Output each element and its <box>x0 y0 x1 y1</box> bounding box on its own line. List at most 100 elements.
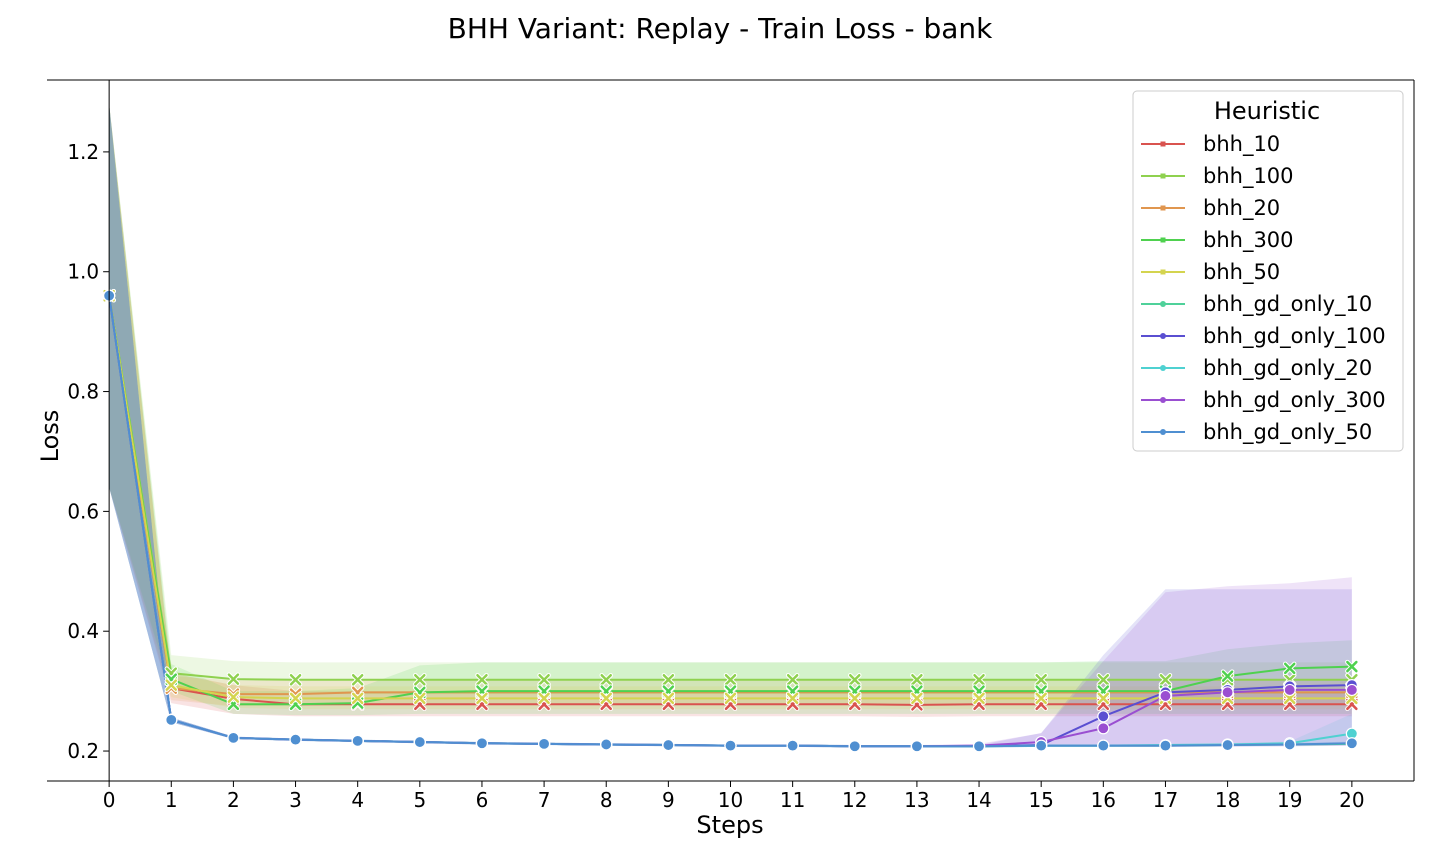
x-tick-label: 9 <box>662 788 675 812</box>
point-bhh_50-1 <box>164 678 179 692</box>
legend-swatch-marker <box>1160 269 1166 275</box>
x-tick-label: 2 <box>227 788 240 812</box>
point-bhh_300-19 <box>1282 661 1297 676</box>
point-bhh_100-17 <box>1158 672 1173 687</box>
point-mark <box>1035 673 1047 686</box>
x-tick-label: 12 <box>842 788 867 812</box>
point-mark <box>786 692 799 705</box>
point-bhh_100-9 <box>661 672 676 687</box>
legend-swatch-marker <box>1160 397 1166 403</box>
point-bhh_50-20 <box>1345 691 1359 706</box>
point-mark <box>1283 662 1296 675</box>
legend-item-bhh_300: bhh_300 <box>1141 228 1294 253</box>
x-tick-label: 4 <box>351 788 364 812</box>
x-tick-label: 18 <box>1215 788 1240 812</box>
point-bhh_100-6 <box>475 672 489 687</box>
band-bhh_300 <box>109 103 1352 716</box>
legend-item-bhh_gd_only_10: bhh_gd_only_10 <box>1141 292 1372 317</box>
x-tick-label: 17 <box>1153 788 1178 812</box>
point-mark <box>1159 673 1172 686</box>
x-tick-label: 7 <box>538 788 551 812</box>
x-tick-label: 20 <box>1339 788 1364 812</box>
point-bhh_gd_only_50-5 <box>413 735 426 749</box>
legend-title: Heuristic <box>1214 97 1320 125</box>
legend-label: bhh_gd_only_50 <box>1203 420 1372 445</box>
x-tick-label: 6 <box>476 788 489 812</box>
x-tick-label: 13 <box>904 788 929 812</box>
point-bhh_gd_only_50-10 <box>724 739 737 752</box>
x-axis-label: Steps <box>696 811 763 839</box>
x-tick-label: 19 <box>1277 788 1302 812</box>
point-mark <box>351 673 364 686</box>
point-bhh_100-4 <box>350 672 365 687</box>
point-bhh_300-18 <box>1220 669 1235 683</box>
legend-label: bhh_gd_only_300 <box>1203 388 1386 413</box>
point-mark <box>849 673 861 686</box>
point-bhh_gd_only_50-6 <box>475 737 489 750</box>
point-bhh_gd_only_300-16 <box>1097 722 1110 735</box>
legend-item-bhh_100: bhh_100 <box>1141 164 1294 189</box>
point-mark <box>1283 692 1296 705</box>
point-bhh_100-13 <box>910 672 924 687</box>
point-bhh_gd_only_300-19 <box>1283 683 1296 697</box>
legend-label: bhh_gd_only_100 <box>1203 324 1386 349</box>
point-bhh_50-8 <box>599 691 613 706</box>
point-bhh_50-16 <box>1096 691 1111 706</box>
point-bhh_50-7 <box>537 691 551 706</box>
y-axis-label: Loss <box>36 410 64 463</box>
legend-swatch-marker <box>1160 237 1166 243</box>
legend-label: bhh_gd_only_20 <box>1203 356 1372 381</box>
x-tick-label: 8 <box>600 788 613 812</box>
band-bhh_gd_only_100 <box>109 103 1352 748</box>
point-bhh_gd_only_50-19 <box>1283 738 1296 751</box>
y-tick-label: 1.2 <box>67 140 99 164</box>
point-bhh_gd_only_50-8 <box>600 738 613 751</box>
point-bhh_gd_only_50-2 <box>227 731 240 744</box>
point-bhh_50-10 <box>723 691 738 706</box>
point-bhh_gd_only_50-4 <box>351 734 364 747</box>
point-bhh_gd_only_50-18 <box>1221 738 1234 752</box>
point-bhh_100-12 <box>848 672 862 687</box>
point-bhh_gd_only_50-20 <box>1345 737 1358 750</box>
point-bhh_50-19 <box>1282 691 1297 706</box>
x-tick-label: 10 <box>718 788 743 812</box>
point-mark <box>600 673 612 686</box>
point-bhh_gd_only_50-13 <box>910 740 924 753</box>
x-tick-label: 3 <box>289 788 302 812</box>
legend-label: bhh_gd_only_10 <box>1203 292 1372 317</box>
point-bhh_100-5 <box>413 672 427 687</box>
point-bhh_100-14 <box>972 672 986 687</box>
legend-item-bhh_gd_only_50: bhh_gd_only_50 <box>1141 420 1372 445</box>
point-mark <box>1346 660 1358 673</box>
point-mark <box>849 692 861 705</box>
x-tick-label: 5 <box>413 788 426 812</box>
point-bhh_50-14 <box>972 691 986 706</box>
legend-label: bhh_50 <box>1203 260 1280 285</box>
y-tick-label: 0.2 <box>67 739 99 763</box>
point-mark <box>911 692 923 705</box>
legend-swatch-marker <box>1160 301 1166 307</box>
point-mark <box>351 692 364 705</box>
point-mark <box>1346 692 1358 705</box>
point-bhh_gd_only_100-16 <box>1097 710 1110 723</box>
point-mark <box>724 673 737 686</box>
legend-item-bhh_50: bhh_50 <box>1141 260 1280 285</box>
point-mark <box>538 692 550 705</box>
series-markers <box>102 288 1359 753</box>
point-mark <box>724 692 737 705</box>
point-mark <box>1035 692 1047 705</box>
legend-swatch-marker <box>1160 429 1166 435</box>
x-tick-label: 11 <box>780 788 805 812</box>
point-bhh_gd_only_50-11 <box>786 739 799 752</box>
point-bhh_gd_only_50-3 <box>289 733 302 746</box>
y-tick-label: 0.6 <box>67 499 99 523</box>
legend-label: bhh_300 <box>1203 228 1294 253</box>
point-mark <box>1097 692 1110 705</box>
point-mark <box>538 673 550 686</box>
band-bhh_gd_only_300 <box>109 103 1352 748</box>
point-mark <box>165 679 178 691</box>
legend-item-bhh_10: bhh_10 <box>1141 132 1280 157</box>
point-mark <box>476 692 488 705</box>
